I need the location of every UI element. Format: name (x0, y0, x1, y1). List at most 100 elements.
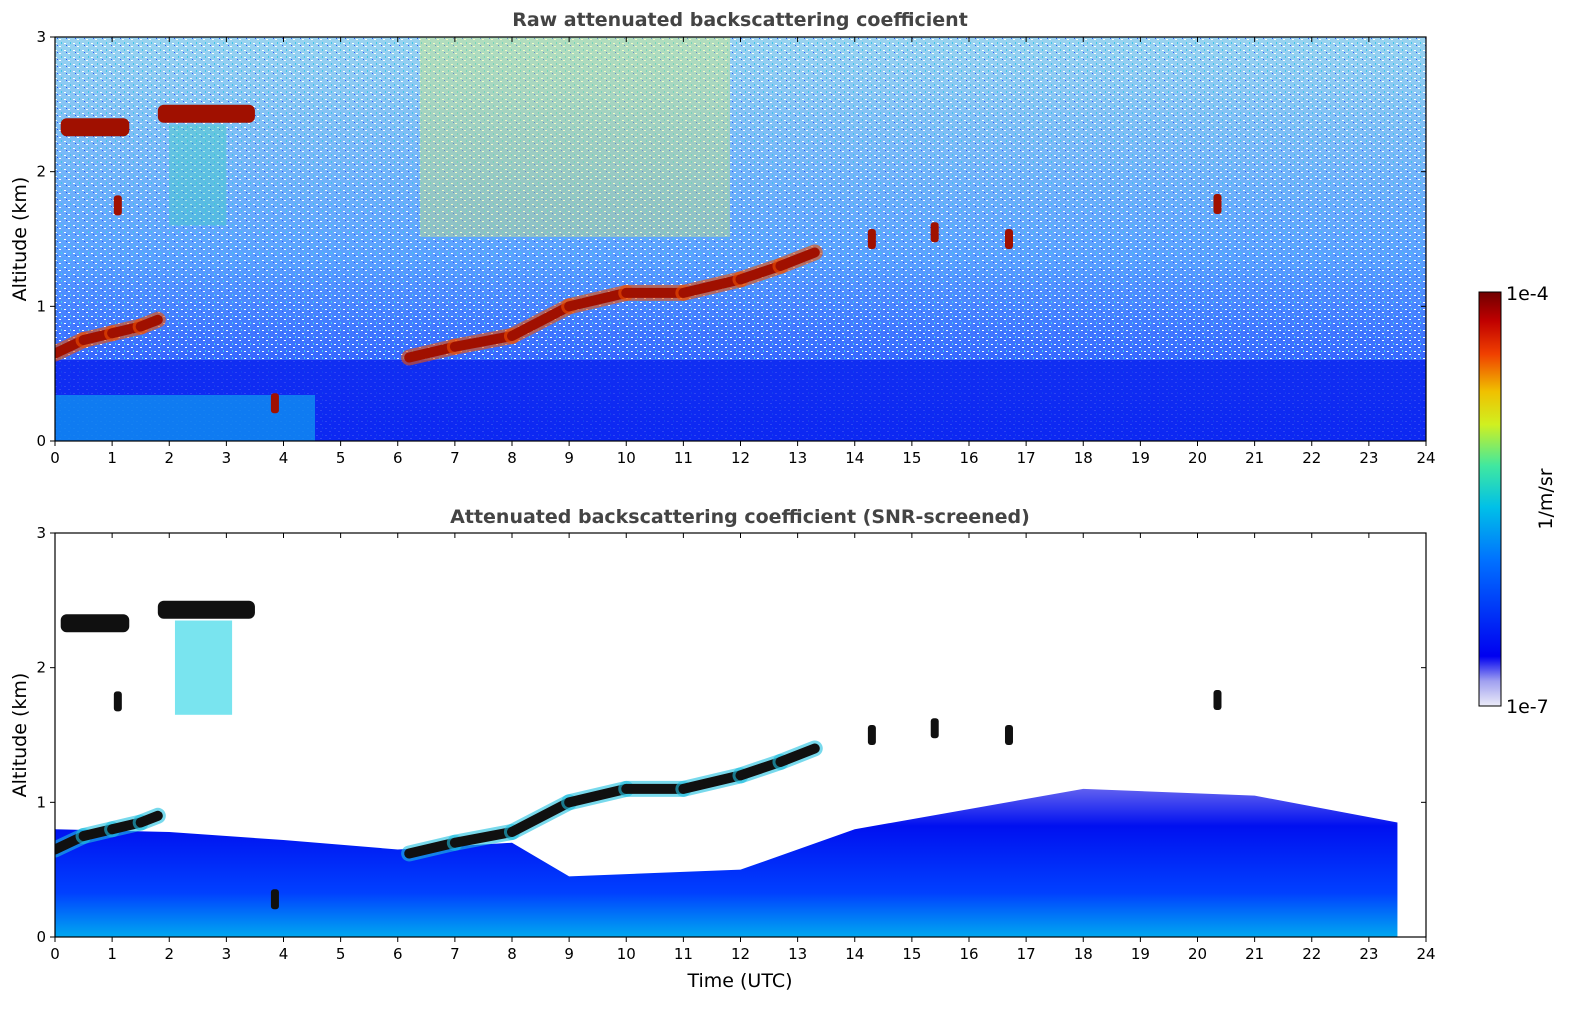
cloud-layer-segment (449, 330, 517, 352)
scattered-cloud-cell (113, 195, 122, 216)
x-tick-label: 22 (1302, 449, 1321, 467)
x-tick-label: 9 (564, 449, 574, 467)
virga-plume (174, 620, 233, 715)
x-tick-label: 16 (959, 449, 978, 467)
x-tick-label: 14 (845, 945, 864, 963)
y-tick-label: 0 (36, 432, 46, 450)
x-tick-label: 24 (1416, 945, 1435, 963)
x-tick-label: 12 (731, 945, 750, 963)
x-tick-label: 12 (731, 449, 750, 467)
scattered-cloud-cell (270, 393, 279, 414)
x-tick-label: 23 (1359, 449, 1378, 467)
bottom-x-label: Time (UTC) (686, 970, 792, 992)
cloud-layer-segment (564, 287, 632, 312)
scattered-cloud-cell (270, 889, 279, 910)
scattered-cloud-cell (1213, 193, 1222, 214)
x-tick-label: 7 (450, 945, 460, 963)
upper-cloud-band (60, 118, 130, 137)
x-tick-label: 18 (1074, 449, 1093, 467)
top-cloud-marks (55, 104, 1222, 414)
x-tick-label: 3 (222, 945, 232, 963)
top-y-axis: 0 1 2 3 (36, 28, 1426, 450)
x-tick-label: 20 (1188, 449, 1207, 467)
x-tick-label: 0 (50, 945, 60, 963)
x-tick-label: 2 (164, 449, 174, 467)
scattered-cloud-cell (930, 718, 939, 739)
cloud-layer-segment (507, 797, 575, 837)
cloud-layer-segment (564, 783, 632, 808)
top-plot-area (55, 37, 1426, 441)
upper-cloud-band (60, 614, 130, 633)
colorbar-gradient (1478, 291, 1502, 707)
cloud-layer-segment (775, 743, 820, 767)
cloud-layer-segment (135, 810, 163, 828)
upper-cloud-band (157, 104, 255, 123)
y-tick-label: 2 (36, 659, 46, 677)
colorbar: 1e-4 1e-7 1/m/sr (1478, 283, 1557, 718)
bottom-y-axis: 0 1 2 3 (36, 524, 1426, 946)
x-tick-label: 21 (1245, 945, 1264, 963)
x-tick-label: 17 (1017, 449, 1036, 467)
x-tick-label: 2 (164, 945, 174, 963)
bottom-panel: Attenuated backscattering coefficient (S… (9, 506, 1436, 992)
y-tick-label: 3 (36, 524, 46, 542)
bottom-boundary-layer (55, 788, 1398, 937)
top-title: Raw attenuated backscattering coefficien… (512, 9, 968, 31)
bottom-cloud-marks (55, 600, 1222, 910)
x-tick-label: 1 (107, 945, 117, 963)
scattered-cloud-cell (930, 222, 939, 243)
x-tick-label: 7 (450, 449, 460, 467)
scattered-cloud-cell (1004, 229, 1013, 249)
x-tick-label: 5 (336, 449, 346, 467)
bottom-plot-area (55, 533, 1426, 937)
x-tick-label: 11 (674, 449, 693, 467)
x-tick-label: 3 (222, 449, 232, 467)
top-y-label: Altitude (km) (9, 177, 31, 302)
x-tick-label: 9 (564, 945, 574, 963)
y-tick-label: 1 (36, 793, 46, 811)
top-yellow-plume (420, 37, 730, 237)
scattered-cloud-cell (1004, 725, 1013, 745)
colorbar-unit-label: 1/m/sr (1535, 468, 1557, 529)
x-tick-label: 15 (902, 449, 921, 467)
x-tick-label: 13 (788, 449, 807, 467)
scattered-cloud-cell (1213, 689, 1222, 710)
scattered-cloud-cell (867, 725, 876, 745)
x-tick-label: 4 (279, 945, 289, 963)
cloud-layer-segment (507, 301, 575, 341)
cloud-layer-segment (678, 770, 746, 794)
x-tick-label: 13 (788, 945, 807, 963)
scattered-cloud-cell (867, 229, 876, 249)
x-tick-label: 6 (393, 449, 403, 467)
x-tick-label: 10 (617, 945, 636, 963)
y-tick-label: 0 (36, 928, 46, 946)
cloud-layer-segment (678, 274, 746, 298)
y-tick-label: 2 (36, 163, 46, 181)
cloud-layer-segment (135, 314, 163, 332)
y-tick-label: 3 (36, 28, 46, 46)
upper-cloud-band (157, 600, 255, 619)
x-tick-label: 22 (1302, 945, 1321, 963)
x-tick-label: 8 (507, 945, 517, 963)
x-tick-label: 5 (336, 945, 346, 963)
x-tick-label: 18 (1074, 945, 1093, 963)
bottom-x-axis: 0 1 2 3 4 5 6 7 8 9 10 11 12 13 14 15 16 17 18 19 20 21 22 23 24 (50, 533, 1436, 963)
colorbar-min-label: 1e-7 (1506, 696, 1549, 718)
top-x-axis: 0 1 2 3 4 5 6 7 8 9 10 11 12 13 14 15 16 17 18 19 20 21 22 23 24 (50, 37, 1436, 467)
y-tick-label: 1 (36, 297, 46, 315)
x-tick-label: 11 (674, 945, 693, 963)
bottom-y-label: Altitude (km) (9, 673, 31, 798)
scattered-cloud-cell (113, 691, 122, 712)
x-tick-label: 8 (507, 449, 517, 467)
x-tick-label: 20 (1188, 945, 1207, 963)
colorbar-max-label: 1e-4 (1506, 283, 1549, 305)
x-tick-label: 1 (107, 449, 117, 467)
x-tick-label: 0 (50, 449, 60, 467)
x-tick-label: 19 (1131, 945, 1150, 963)
x-tick-label: 4 (279, 449, 289, 467)
top-panel: Raw attenuated backscattering coefficien… (9, 9, 1436, 467)
virga-plume (169, 124, 227, 226)
x-tick-label: 23 (1359, 945, 1378, 963)
x-tick-label: 14 (845, 449, 864, 467)
